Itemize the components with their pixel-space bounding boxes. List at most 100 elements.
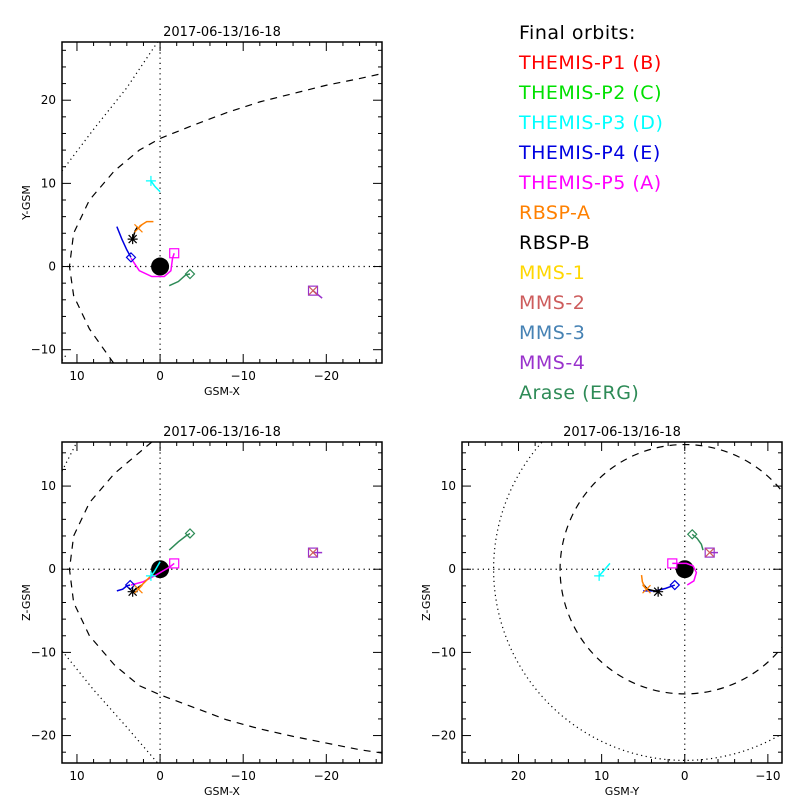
y-tick-label: 20 [41, 93, 56, 107]
plot-panel-xz: 10 0 −10 −20 10 0 −10 −20 2017-06-13/16-18 GSM-X Z… [20, 425, 383, 798]
magnetopause [68, 73, 382, 363]
x-marker [308, 548, 318, 558]
asterisk-marker [127, 234, 138, 245]
orbit-track [130, 562, 175, 586]
legend-entry: MMS-1 [519, 262, 586, 284]
x-axis-label: GSM-Y [605, 785, 640, 798]
legend-entry: MMS-2 [519, 292, 586, 314]
plot-title: 2017-06-13/16-18 [163, 25, 281, 40]
plot-title: 2017-06-13/16-18 [163, 425, 281, 440]
legend-entry: Arase (ERG) [519, 382, 640, 404]
x-tick-label: −10 [231, 769, 256, 783]
orbit-series [130, 248, 180, 278]
y-tick-label: 0 [448, 562, 456, 576]
orbit-series [116, 226, 137, 263]
y-tick-label: −10 [31, 645, 56, 659]
y-tick-label: −10 [431, 645, 456, 659]
orbit-series [686, 528, 704, 551]
orbit-series [116, 579, 136, 592]
orbit-series [168, 268, 196, 287]
bow-shock-upper [62, 442, 78, 472]
orbit-track [168, 273, 191, 287]
orbit-series [130, 558, 180, 586]
orbit-series [127, 226, 139, 245]
plus-marker [594, 570, 605, 581]
orbit-track [150, 180, 161, 193]
diamond-marker [669, 579, 681, 591]
plot-frame [61, 41, 383, 364]
plot-panel-yz: 20 10 0 −10 10 0 −10 −20 2017-06-13/16-18 GSM-Y Z-… [420, 425, 783, 798]
orbit-series [640, 574, 651, 594]
plus-marker [145, 570, 156, 581]
legend-entry: THEMIS-P1 (B) [519, 52, 662, 74]
orbit-track [168, 532, 191, 551]
y-tick-label: 0 [48, 260, 56, 274]
x-axis-label: GSM-X [204, 385, 240, 398]
orbit-series [704, 547, 718, 558]
x-tick-label: −20 [314, 369, 339, 383]
orbit-track [116, 584, 131, 592]
x-tick-label: −10 [231, 369, 256, 383]
y-tick-label: 10 [41, 176, 56, 190]
x-marker [642, 584, 651, 594]
legend: Final orbits: THEMIS-P1 (B) THEMIS-P2 (C)… [519, 18, 663, 408]
asterisk-marker [127, 586, 138, 597]
plot-title: 2017-06-13/16-18 [563, 425, 681, 440]
x-tick-label: 0 [681, 769, 689, 783]
diamond-marker [125, 252, 137, 263]
legend-title: Final orbits: [519, 22, 636, 44]
plot-frame [61, 441, 383, 764]
orbit-series [145, 561, 161, 581]
y-axis-label: Y-GSM [20, 185, 33, 221]
x-tick-label: 20 [511, 769, 526, 783]
x-tick-label: 10 [69, 369, 84, 383]
x-tick-label: −20 [314, 769, 339, 783]
y-axis-label: Z-GSM [20, 584, 33, 621]
bow-shock-lower [62, 42, 159, 172]
plot-panel-xy: 10 0 −10 −20 −10 0 10 20 2017-06-13/16-18 GSM-X Y-… [20, 25, 383, 398]
x-marker [705, 548, 715, 558]
orbit-series [307, 547, 323, 558]
square-marker [307, 285, 319, 296]
orbit-track [150, 561, 161, 577]
orbit-track [598, 562, 611, 577]
legend-entry: MMS-4 [519, 352, 586, 374]
orbit-series [667, 558, 698, 586]
x-marker [134, 223, 143, 233]
y-axis-label: Z-GSM [420, 584, 433, 621]
legend-entry: RBSP-B [519, 232, 591, 254]
orbit-series [134, 220, 154, 233]
legend-entry: THEMIS-P2 (C) [519, 82, 662, 104]
earth [151, 257, 170, 276]
orbit-series [594, 562, 611, 581]
orbit-series [308, 548, 318, 558]
orbit-track [137, 220, 154, 229]
x-tick-label: 10 [594, 769, 609, 783]
square-marker [169, 248, 180, 259]
plot-frame [461, 441, 783, 764]
orbit-series [134, 572, 154, 594]
orbit-track [116, 226, 132, 258]
legend-entry: RBSP-A [519, 202, 591, 224]
orbit-series [168, 528, 196, 551]
earth [151, 560, 170, 579]
y-tick-label: −10 [31, 343, 56, 357]
bow-shock-lower [62, 650, 159, 763]
orbit-series [705, 548, 715, 558]
x-axis-label: GSM-X [204, 785, 240, 798]
x-tick-label: 10 [69, 769, 84, 783]
plus-marker [145, 175, 156, 186]
orbit-series [145, 175, 161, 193]
orbit-series [308, 286, 318, 296]
plot-area [462, 442, 782, 763]
legend-entry: THEMIS-P3 (D) [519, 112, 664, 134]
legend-entry: THEMIS-P4 (E) [519, 142, 661, 164]
x-tick-label: 0 [156, 769, 164, 783]
x-tick-label: 0 [156, 369, 164, 383]
magnetopause [68, 442, 382, 754]
square-marker [704, 547, 715, 558]
diamond-marker [184, 528, 196, 539]
y-tick-label: 0 [48, 562, 56, 576]
legend-entry: MMS-3 [519, 322, 586, 344]
square-marker [307, 547, 319, 558]
